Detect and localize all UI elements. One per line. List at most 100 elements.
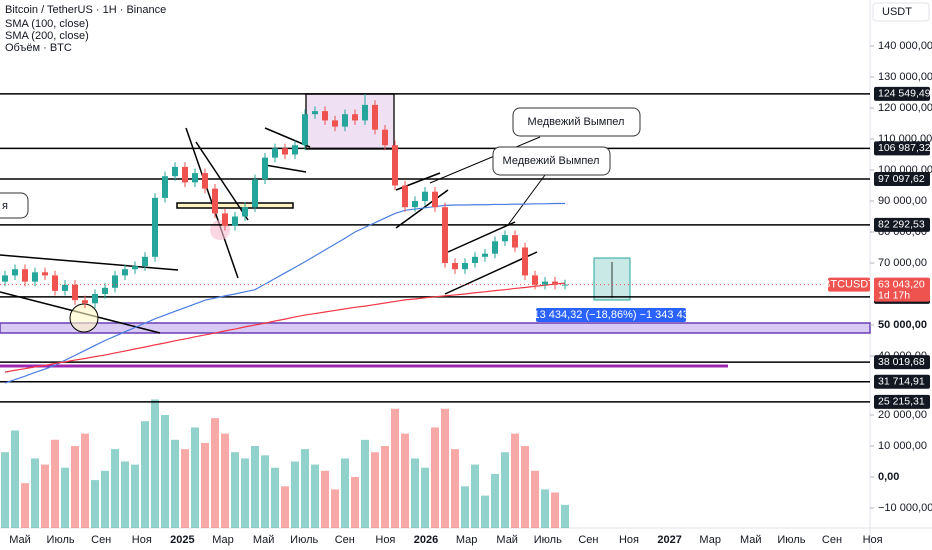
candle-body — [452, 263, 458, 270]
level-label: 124 549,49 — [878, 88, 931, 100]
candle-body — [322, 111, 328, 121]
level-label-bg — [874, 172, 930, 187]
volume-bar — [51, 439, 59, 528]
volume-bar — [31, 458, 39, 528]
level-label: 31 714,91 — [878, 375, 925, 387]
candle-body — [102, 287, 108, 295]
candle-body — [382, 129, 388, 146]
x-tick-label: Мар — [456, 534, 478, 546]
countdown: 1d 17h — [878, 289, 910, 301]
candle-body — [2, 275, 8, 282]
callout-text: я — [2, 200, 8, 212]
volume-bar — [541, 489, 549, 528]
candle-body — [412, 201, 418, 208]
volume-bar — [401, 433, 409, 528]
volume-bar — [91, 480, 99, 528]
candle-body — [42, 272, 48, 276]
candle-body — [62, 284, 68, 291]
volume-bar — [341, 458, 349, 528]
candle-body — [352, 114, 358, 121]
annotations: я Медвежий Вымпел Медвежий Вымпел −13 43… — [0, 107, 695, 322]
volume-bar — [251, 446, 259, 528]
last-price-bg — [874, 277, 930, 302]
y2-tick-label: 20 000,00 — [878, 409, 927, 421]
level-label-bg — [874, 374, 930, 389]
volume-bar — [21, 483, 29, 528]
candle-body — [152, 197, 158, 257]
candle-body — [12, 269, 18, 276]
candle-body — [532, 275, 538, 285]
volume-bar — [381, 446, 389, 528]
callout — [492, 146, 611, 176]
candle-body — [22, 269, 28, 282]
volume-bar — [301, 449, 309, 528]
volume-bar — [241, 458, 249, 528]
candle-body — [182, 166, 188, 183]
candle-body — [542, 281, 548, 285]
volume-bar — [141, 421, 149, 528]
symbol: BTCUSDT — [823, 278, 875, 290]
zone-box — [176, 202, 294, 209]
level-label-bg — [874, 394, 930, 409]
volume-bar — [521, 446, 529, 528]
x-tick-label: Ноя — [375, 534, 395, 546]
candle-body — [472, 256, 478, 264]
y-tick-label: 70 000,00 — [878, 257, 927, 269]
candle-body — [32, 272, 38, 282]
candle-body — [422, 191, 428, 202]
volume-bar — [291, 461, 299, 528]
x-tick-label: Май — [496, 534, 518, 546]
range-box — [305, 93, 395, 150]
legend: Bitcoin / TetherUS · 1H · Binance SMA (1… — [5, 2, 930, 54]
trend-line — [444, 251, 538, 295]
candle-body — [282, 148, 288, 155]
candle-body — [192, 173, 198, 183]
y2-tick-label: 10 000,00 — [878, 440, 927, 452]
candle-body — [112, 275, 118, 288]
level-label: 25 215,31 — [878, 396, 925, 408]
volume-bar — [311, 464, 319, 528]
volume-bar — [411, 458, 419, 528]
volume-bar — [551, 492, 559, 528]
x-tick-label: Июль — [534, 534, 562, 546]
candle-body — [302, 114, 308, 146]
level-label: 82 292,53 — [878, 219, 925, 231]
candle-body — [252, 179, 258, 208]
sma-line — [4, 202, 565, 384]
volume-bar — [481, 495, 489, 528]
callout — [0, 192, 29, 219]
candle-body — [52, 275, 58, 291]
candle-body — [122, 269, 128, 276]
candle-body — [432, 191, 438, 208]
candle-body — [82, 300, 88, 304]
chart-title: Bitcoin / TetherUS · 1H · Binance — [5, 4, 166, 16]
x-tick-label: Сен — [578, 534, 598, 546]
y-tick-label: 90 000,00 — [878, 195, 927, 207]
measure-label-bg — [536, 308, 686, 322]
candle-body — [272, 148, 278, 158]
trend-line — [264, 164, 307, 173]
volume-bar — [41, 464, 49, 528]
volume-bar — [471, 464, 479, 528]
level-label: 38 019,68 — [878, 356, 925, 368]
level-label-bg — [874, 355, 930, 370]
x-tick-label: Июль — [777, 534, 805, 546]
currency-box — [872, 2, 930, 22]
x-tick-label: Мар — [212, 534, 234, 546]
level-label: 97 097,62 — [878, 173, 925, 185]
x-tick-label: Май — [9, 534, 31, 546]
volume-bar — [81, 433, 89, 528]
callout-line — [429, 136, 541, 184]
x-tick-label: Июль — [47, 534, 75, 546]
volume-bar — [501, 452, 509, 528]
trend-line — [195, 141, 249, 221]
y-tick-label: 140 000,00 — [878, 40, 932, 52]
x-tick-label: Сен — [822, 534, 842, 546]
volume-bar — [531, 470, 539, 528]
y-tick-label: 50 000,00 — [878, 319, 927, 331]
candle-body — [342, 114, 348, 127]
x-tick-label: Сен — [335, 534, 355, 546]
callout-text: Медвежий Вымпел — [528, 116, 625, 128]
plot — [0, 93, 870, 528]
volume-bar — [491, 473, 499, 528]
